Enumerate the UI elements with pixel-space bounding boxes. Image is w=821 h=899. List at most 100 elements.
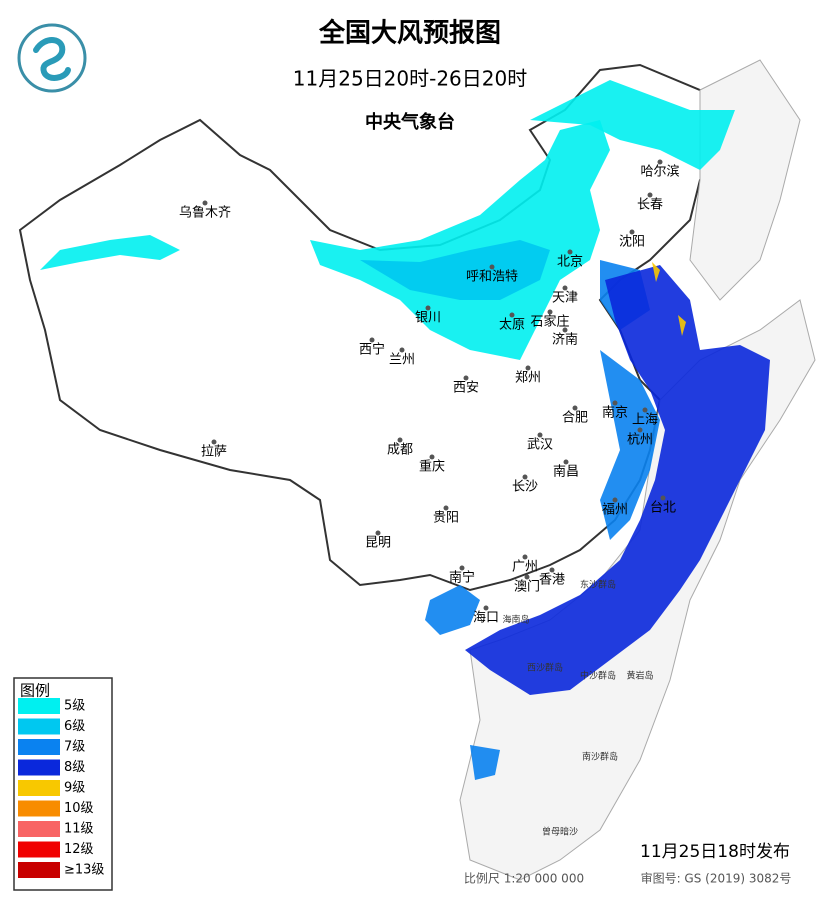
- city-label: 广州: [512, 560, 538, 575]
- city-dot: [563, 459, 569, 465]
- wind-area: [465, 265, 770, 695]
- legend-swatch: [18, 739, 60, 755]
- legend-swatch: [18, 718, 60, 735]
- city-dot: [562, 327, 568, 333]
- city-dot: [647, 192, 653, 198]
- wind-area: [310, 120, 610, 360]
- city-label: 杭州: [627, 433, 653, 448]
- city-dot: [537, 432, 543, 438]
- legend-label: 5级: [64, 699, 85, 714]
- city-label: 南宁: [449, 570, 475, 586]
- city-dot: [369, 337, 375, 343]
- city-dot: [642, 407, 648, 413]
- city-label: 北京: [557, 255, 583, 270]
- city-dot: [489, 264, 495, 270]
- city-dot: [211, 439, 217, 445]
- city-dot: [549, 567, 555, 573]
- city-dot: [612, 400, 618, 406]
- city-label: 合肥: [562, 411, 588, 426]
- legend-label: 12级: [64, 842, 94, 857]
- wind-areas: [40, 80, 770, 780]
- city-label: 西宁: [359, 342, 385, 358]
- city-label: 上海: [632, 413, 658, 428]
- legend-label: 10级: [64, 801, 94, 816]
- legend: 图例 5级 6级 7级 8级 9级 10级 11级 12级 ≥13级: [13, 677, 113, 891]
- city-dot: [443, 505, 449, 511]
- legend-label: 6级: [64, 719, 85, 734]
- wind-area: [425, 585, 500, 780]
- legend-label: 11级: [64, 822, 94, 837]
- city-dot: [399, 347, 405, 353]
- legend-swatch: [18, 841, 60, 858]
- city-label: 郑州: [515, 371, 541, 386]
- city-label: 福州: [602, 503, 628, 518]
- city-label: 天津: [552, 291, 578, 306]
- city-dot: [483, 605, 489, 611]
- city-dot: [637, 427, 643, 433]
- legend-swatch: [18, 780, 60, 796]
- legend-swatch: [18, 862, 60, 878]
- city-label: 石家庄: [530, 314, 569, 330]
- city-label: 太原: [499, 318, 525, 333]
- wind-area: [40, 235, 180, 270]
- logo-mark: [33, 37, 71, 81]
- place-label: 中沙群岛: [580, 670, 616, 682]
- city-dot: [562, 285, 568, 291]
- legend-title: 图例: [20, 682, 50, 700]
- city-label: 哈尔滨: [640, 164, 679, 180]
- city-dot: [572, 405, 578, 411]
- place-label: 海南岛: [502, 614, 529, 626]
- city-label: 成都: [387, 443, 413, 458]
- city-dot: [202, 200, 208, 206]
- wind-area: [652, 262, 686, 336]
- city-label: 兰州: [389, 353, 415, 368]
- city-label: 长春: [637, 198, 663, 213]
- city-label: 乌鲁木齐: [179, 205, 231, 221]
- legend-label: 9级: [64, 781, 85, 796]
- city-dot: [463, 375, 469, 381]
- wind-area: [600, 260, 660, 540]
- legend-label: ≥13级: [64, 863, 104, 878]
- city-dot: [547, 309, 553, 315]
- agency: 中央气象台: [365, 111, 455, 133]
- city-label: 武汉: [527, 438, 553, 453]
- place-label: 西沙群岛: [527, 662, 563, 674]
- city-dot: [567, 249, 573, 255]
- period: 11月25日20时-26日20时: [293, 67, 527, 91]
- city-label: 海口: [473, 611, 499, 626]
- city-label: 呼和浩特: [466, 270, 518, 285]
- wind-area: [530, 80, 735, 170]
- city-label: 西安: [453, 381, 479, 396]
- city-dot: [629, 229, 635, 235]
- city-dot: [429, 454, 435, 460]
- legend-swatch: [18, 698, 60, 714]
- logo: [17, 23, 87, 93]
- city-label: 香港: [539, 573, 565, 588]
- wind-area: [360, 240, 550, 300]
- city-dot: [375, 530, 381, 536]
- city-dot: [509, 312, 515, 318]
- city-label: 拉萨: [201, 445, 227, 460]
- city-label: 重庆: [419, 459, 445, 475]
- title: 全国大风预报图: [318, 18, 501, 49]
- city-label: 济南: [552, 332, 578, 348]
- city-dot: [525, 365, 531, 371]
- city-label: 贵阳: [433, 511, 459, 526]
- place-label: 曾母暗沙: [542, 826, 578, 838]
- place-label: 东沙群岛: [580, 579, 616, 591]
- city-label: 台北: [650, 501, 676, 516]
- city-dot: [657, 159, 663, 165]
- city-label: 长沙: [512, 480, 538, 495]
- city-label: 南京: [602, 405, 628, 421]
- legend-label: 7级: [64, 740, 85, 755]
- city-dot: [612, 497, 618, 503]
- city-dot: [524, 574, 530, 580]
- city-label: 昆明: [365, 536, 391, 551]
- city-dot: [397, 437, 403, 443]
- legend-swatch: [18, 800, 60, 817]
- city-dot: [522, 554, 528, 560]
- scale: 比例尺 1:20 000 000: [464, 872, 584, 886]
- city-label: 南昌: [553, 464, 579, 480]
